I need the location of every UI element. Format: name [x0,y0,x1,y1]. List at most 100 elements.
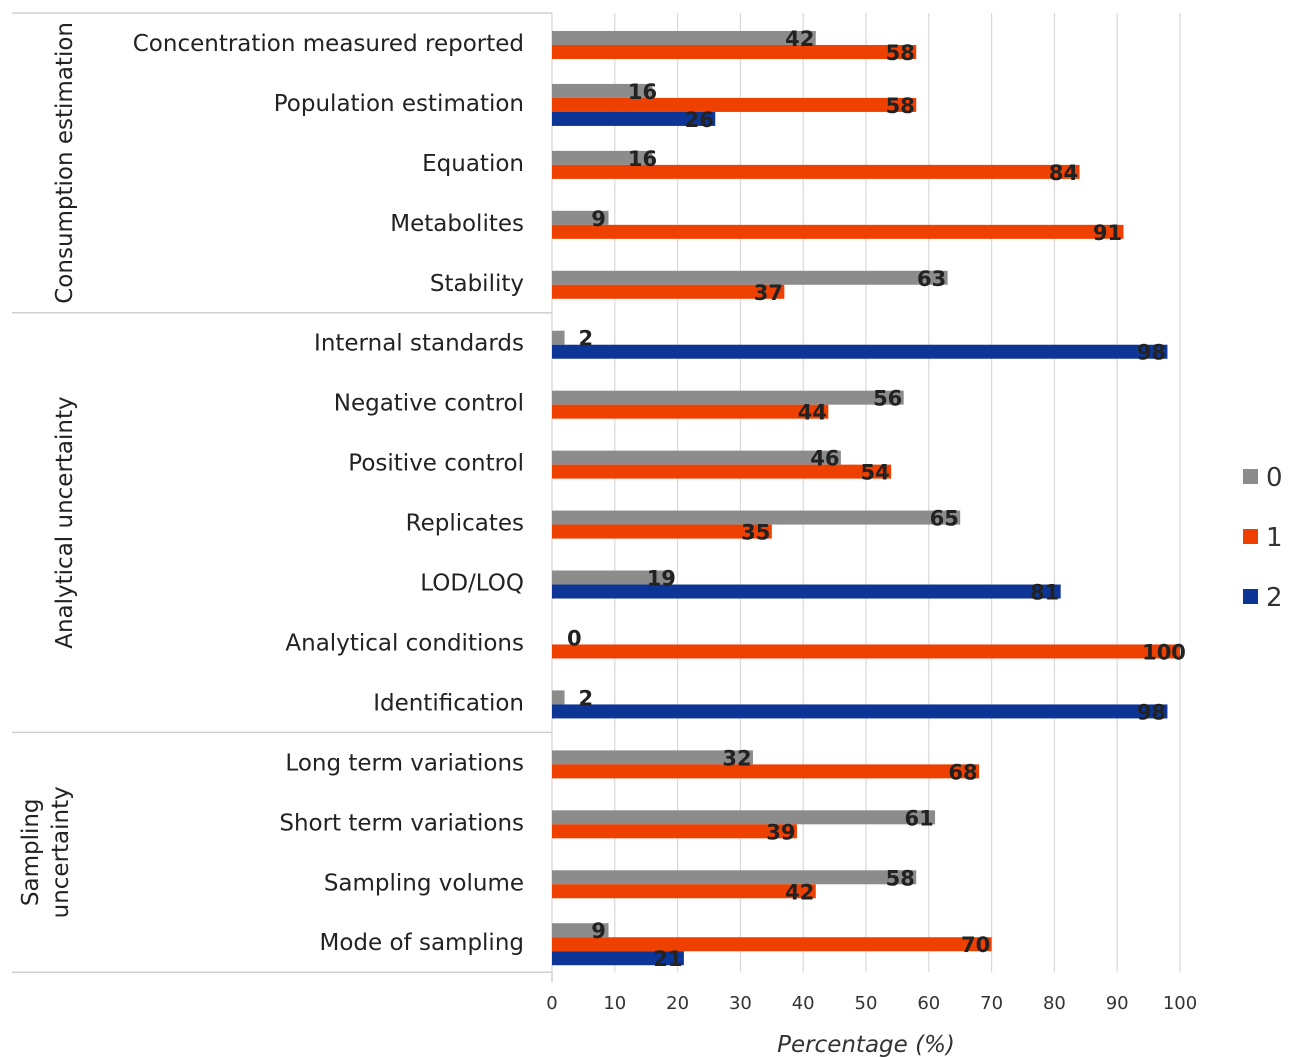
data-label-series-0: 2 [579,686,594,710]
category-label: Metabolites [390,211,524,237]
bar-series-1 [552,164,1080,179]
category-label: Positive control [348,451,524,477]
group-labels: Consumption estimation Analytical uncerta… [18,22,78,918]
data-label-series-0: 9 [591,919,606,943]
x-tick-label: 40 [792,993,815,1014]
bar-series-1 [552,937,992,952]
category-label: LOD/LOQ [420,571,524,597]
bar-series-0 [552,923,609,938]
bar-series-2 [552,344,1168,359]
bar-series-0 [552,390,904,405]
bar-series-1 [552,824,797,839]
bar-series-0 [552,570,672,585]
bar-series-1 [552,644,1180,659]
category-label: Internal standards [314,331,524,357]
data-label-series-1: 91 [1093,221,1122,245]
x-tick-label: 70 [980,993,1003,1014]
group-label: Analytical uncertainty [52,396,78,648]
data-label-series-0: 61 [904,806,933,830]
x-axis-ticks: 0 10 20 30 40 50 60 70 80 90 100 [546,993,1197,1014]
bar-series-2 [552,704,1168,719]
bar-series-0 [552,870,917,885]
x-tick-label: 60 [917,993,940,1014]
category-label: Population estimation [274,91,524,117]
bar-series-0 [552,750,753,765]
category-labels: Concentration measured reported Populatio… [133,31,524,956]
data-label-series-1: 58 [886,41,915,65]
data-label-series-1: 44 [798,401,827,425]
bar-series-1 [552,224,1124,239]
legend-label-2: 2 [1266,583,1283,613]
bar-series-0 [552,510,961,525]
data-label-series-2: 26 [685,108,714,132]
category-label: Mode of sampling [320,930,525,956]
x-tick-label: 20 [666,993,689,1014]
data-label-series-0: 63 [917,267,946,291]
category-label: Identification [373,690,524,716]
data-label-series-1: 58 [886,94,915,118]
data-label-series-0: 0 [567,626,582,650]
data-label-series-0: 65 [930,507,959,531]
bars [552,30,1180,966]
bar-series-0 [552,690,565,705]
category-label: Concentration measured reported [133,31,524,57]
data-label-series-1: 39 [766,820,795,844]
category-label: Stability [430,271,524,297]
bar-series-0 [552,270,948,285]
x-tick-label: 30 [729,993,752,1014]
data-label-series-0: 16 [628,147,657,171]
x-tick-label: 50 [855,993,878,1014]
data-label-series-0: 32 [722,746,751,770]
data-label-series-1: 100 [1142,640,1186,664]
data-label-series-0: 46 [810,447,839,471]
data-label-series-0: 19 [647,567,676,591]
bar-series-0 [552,210,609,225]
legend-swatch-1 [1243,529,1258,544]
group-label: Consumption estimation [52,22,78,304]
category-label: Negative control [334,391,524,417]
legend: 0 1 2 [1243,463,1283,613]
data-label-series-1: 54 [861,461,890,485]
data-label-series-2: 81 [1030,581,1059,605]
x-tick-label: 80 [1043,993,1066,1014]
bar-series-0 [552,30,816,45]
category-label: Analytical conditions [285,630,524,656]
category-label: Short term variations [279,810,524,836]
data-label-series-2: 21 [653,947,682,971]
bar-series-1 [552,97,917,112]
bar-series-1 [552,524,772,539]
bar-series-1 [552,464,892,479]
group-label: Sampling uncertainty [18,786,74,918]
bar-series-1 [552,284,785,299]
bar-series-1 [552,404,829,419]
data-label-series-1: 35 [741,521,770,545]
data-label-series-0: 58 [886,866,915,890]
data-label-series-0: 9 [591,207,606,231]
data-label-series-1: 84 [1049,161,1078,185]
bar-series-0 [552,810,936,825]
x-tick-label: 10 [603,993,626,1014]
legend-swatch-0 [1243,469,1258,484]
bar-series-1 [552,764,980,779]
category-label: Long term variations [285,750,524,776]
x-tick-label: 0 [546,993,557,1014]
data-label-series-0: 16 [628,80,657,104]
category-label: Replicates [406,511,524,537]
bar-series-2 [552,951,684,966]
data-label-series-1: 37 [754,281,783,305]
bar-series-0 [552,83,653,98]
bar-series-0 [552,330,565,345]
data-label-series-2: 98 [1137,341,1166,365]
bar-series-1 [552,884,816,899]
x-axis-title: Percentage (%) [777,1032,955,1057]
data-label-series-2: 98 [1137,700,1166,724]
data-label-series-0: 56 [873,387,902,411]
legend-label-0: 0 [1266,463,1283,493]
bar-series-2 [552,111,716,126]
data-label-series-1: 68 [948,760,977,784]
category-label: Equation [422,151,524,177]
category-label: Sampling volume [324,870,524,896]
bar-series-0 [552,150,653,165]
data-labels: 42 58 16 58 26 16 84 9 91 63 37 2 98 56 44 46 54 65 35 19 81… [567,27,1186,971]
